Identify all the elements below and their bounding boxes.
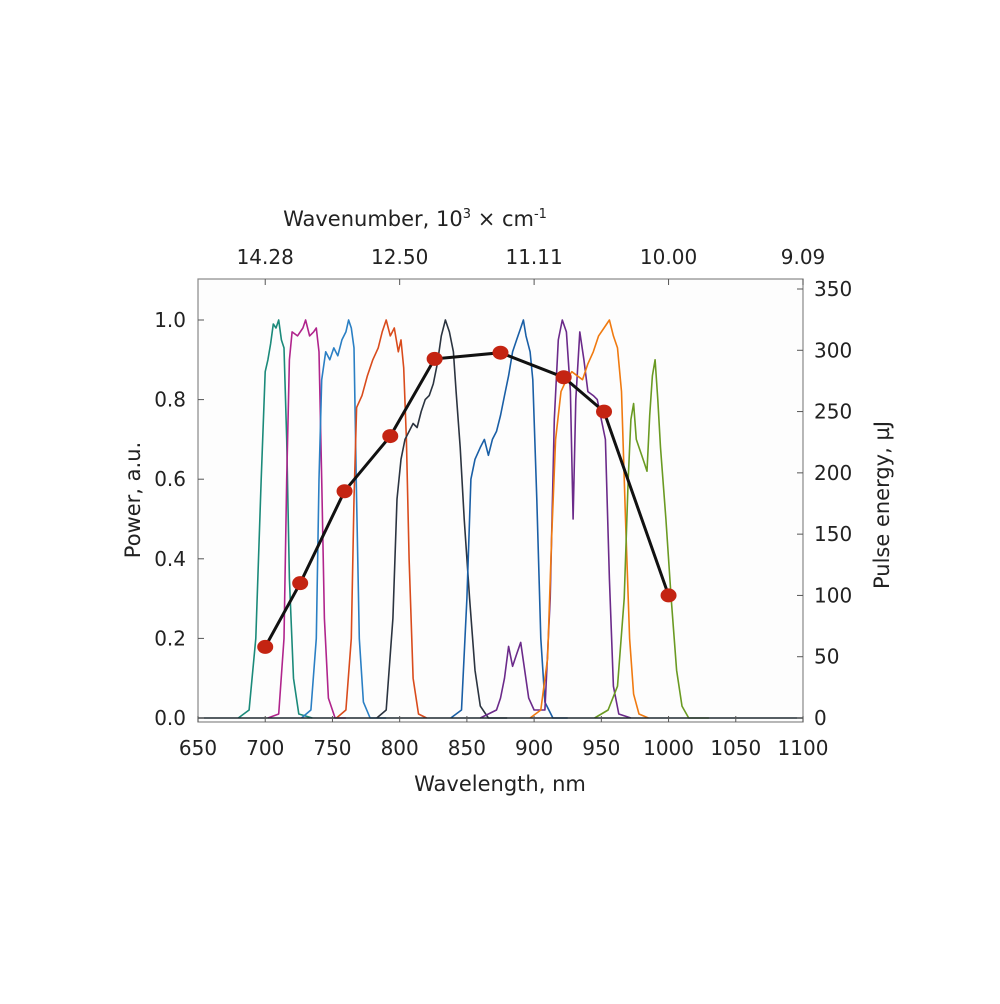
pulse-energy-layer: [257, 345, 677, 654]
pulse-energy-point-9: [660, 588, 677, 603]
spectrum-line-1: [237, 319, 313, 719]
x-tick-label: 850: [448, 736, 486, 760]
pulse-energy-point-7: [555, 370, 572, 385]
y-left-tick-label: 0.4: [154, 547, 186, 571]
y-axis-left-label: Power, a.u.: [121, 442, 145, 558]
spectrum-line-8: [529, 319, 649, 719]
y-left-tick-label: 0.2: [154, 626, 186, 650]
spectrum-line-2: [267, 319, 346, 719]
pulse-energy-point-6: [492, 345, 509, 360]
x-tick-label: 900: [515, 736, 553, 760]
y-right-tick-label: 0: [814, 706, 827, 730]
x-tick-label: 650: [179, 736, 217, 760]
y-right-tick-label: 300: [814, 338, 852, 362]
y-right-tick-label: 250: [814, 400, 852, 424]
spectrum-line-9: [594, 359, 709, 719]
y-left-tick-label: 1.0: [154, 308, 186, 332]
top-tick-label: 12.50: [371, 245, 428, 269]
pulse-energy-point-4: [382, 429, 399, 444]
spectrum-line-4: [335, 319, 427, 719]
spectrum-line-7: [479, 319, 632, 719]
x-tick-label: 750: [313, 736, 351, 760]
top-axis-label: Wavenumber, 103 × cm-1: [283, 207, 547, 231]
y-left-tick-label: 0.8: [154, 388, 186, 412]
top-tick-label: 9.09: [781, 245, 826, 269]
y-axis-right-label: Pulse energy, µJ: [870, 421, 894, 589]
y-left-tick-label: 0.0: [154, 706, 186, 730]
spectrum-line-6: [450, 319, 568, 719]
pulse-energy-point-8: [596, 404, 613, 419]
top-tick-label: 10.00: [640, 245, 697, 269]
y-right-tick-label: 200: [814, 461, 852, 485]
x-tick-label: 800: [381, 736, 419, 760]
y-left-tick-label: 0.6: [154, 467, 186, 491]
spectra-layer: [198, 319, 803, 719]
pulse-energy-point-2: [292, 576, 309, 591]
pulse-energy-point-1: [257, 639, 274, 654]
x-tick-label: 700: [246, 736, 284, 760]
x-tick-label: 1100: [778, 736, 829, 760]
y-right-tick-label: 50: [814, 645, 839, 669]
spectrum-line-3: [300, 319, 387, 719]
plot-frame: [197, 278, 804, 723]
axes-layer: 650 700 750 800 850 900 950 1000 1050 11000.00.20…: [154, 245, 852, 760]
pulse-energy-point-5: [426, 351, 443, 366]
top-tick-label: 14.28: [237, 245, 294, 269]
y-right-tick-label: 150: [814, 522, 852, 546]
x-axis-label: Wavelength, nm: [414, 772, 586, 796]
pulse-energy-point-3: [336, 484, 353, 499]
x-tick-label: 950: [582, 736, 620, 760]
y-right-tick-label: 350: [814, 277, 852, 301]
spectrum-line-5: [376, 319, 508, 719]
x-tick-label: 1050: [710, 736, 761, 760]
y-right-tick-label: 100: [814, 583, 852, 607]
top-tick-label: 11.11: [505, 245, 562, 269]
x-tick-label: 1000: [643, 736, 694, 760]
